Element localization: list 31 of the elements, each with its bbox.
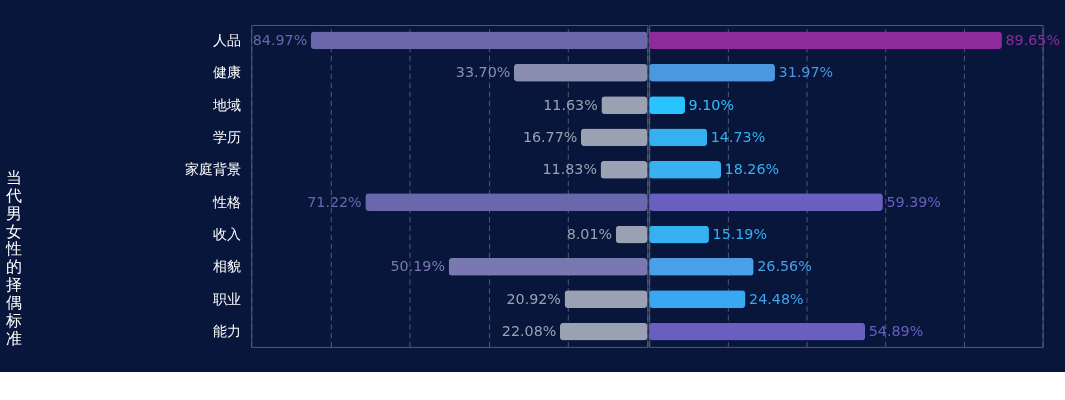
data-label: 84.97% xyxy=(252,31,308,48)
y-tick-label: 收入 xyxy=(212,226,241,242)
data-label: 54.89% xyxy=(868,323,924,340)
data-label: 11.83% xyxy=(542,161,597,178)
data-label: 33.70% xyxy=(455,64,511,81)
y-tick-label: 能力 xyxy=(212,323,241,340)
data-label: 22.08% xyxy=(501,323,557,340)
data-label: 59.39% xyxy=(886,193,941,210)
y-tick-label: 职业 xyxy=(212,290,241,307)
y-tick-label: 健康 xyxy=(212,64,241,81)
y-tick-label: 人品 xyxy=(212,31,241,48)
data-label: 16.77% xyxy=(522,128,578,145)
text: 当代男女性的择偶标准 xyxy=(5,167,22,348)
y-tick-label: 学历 xyxy=(212,128,241,145)
y-tick-label: 地域 xyxy=(211,96,241,113)
data-label: 8.01% xyxy=(566,226,613,242)
data-label: 50.19% xyxy=(390,258,446,275)
data-label: 31.97% xyxy=(778,64,834,81)
data-label: 18.26% xyxy=(724,161,780,178)
data-label: 9.10% xyxy=(688,96,734,113)
y-tick-label: 相貌 xyxy=(212,258,241,275)
data-label: 20.92% xyxy=(506,290,561,307)
data-label: 71.22% xyxy=(307,193,362,210)
data-label: 14.73% xyxy=(710,128,766,145)
data-label: 24.48% xyxy=(749,290,804,307)
data-label: 26.56% xyxy=(757,258,812,275)
y-tick-label: 性格 xyxy=(211,193,241,210)
data-label: 89.65% xyxy=(1005,31,1061,48)
y-tick-label: 家庭背景 xyxy=(184,161,241,178)
data-label: 15.19% xyxy=(712,226,768,242)
data-label: 11.63% xyxy=(543,96,598,113)
